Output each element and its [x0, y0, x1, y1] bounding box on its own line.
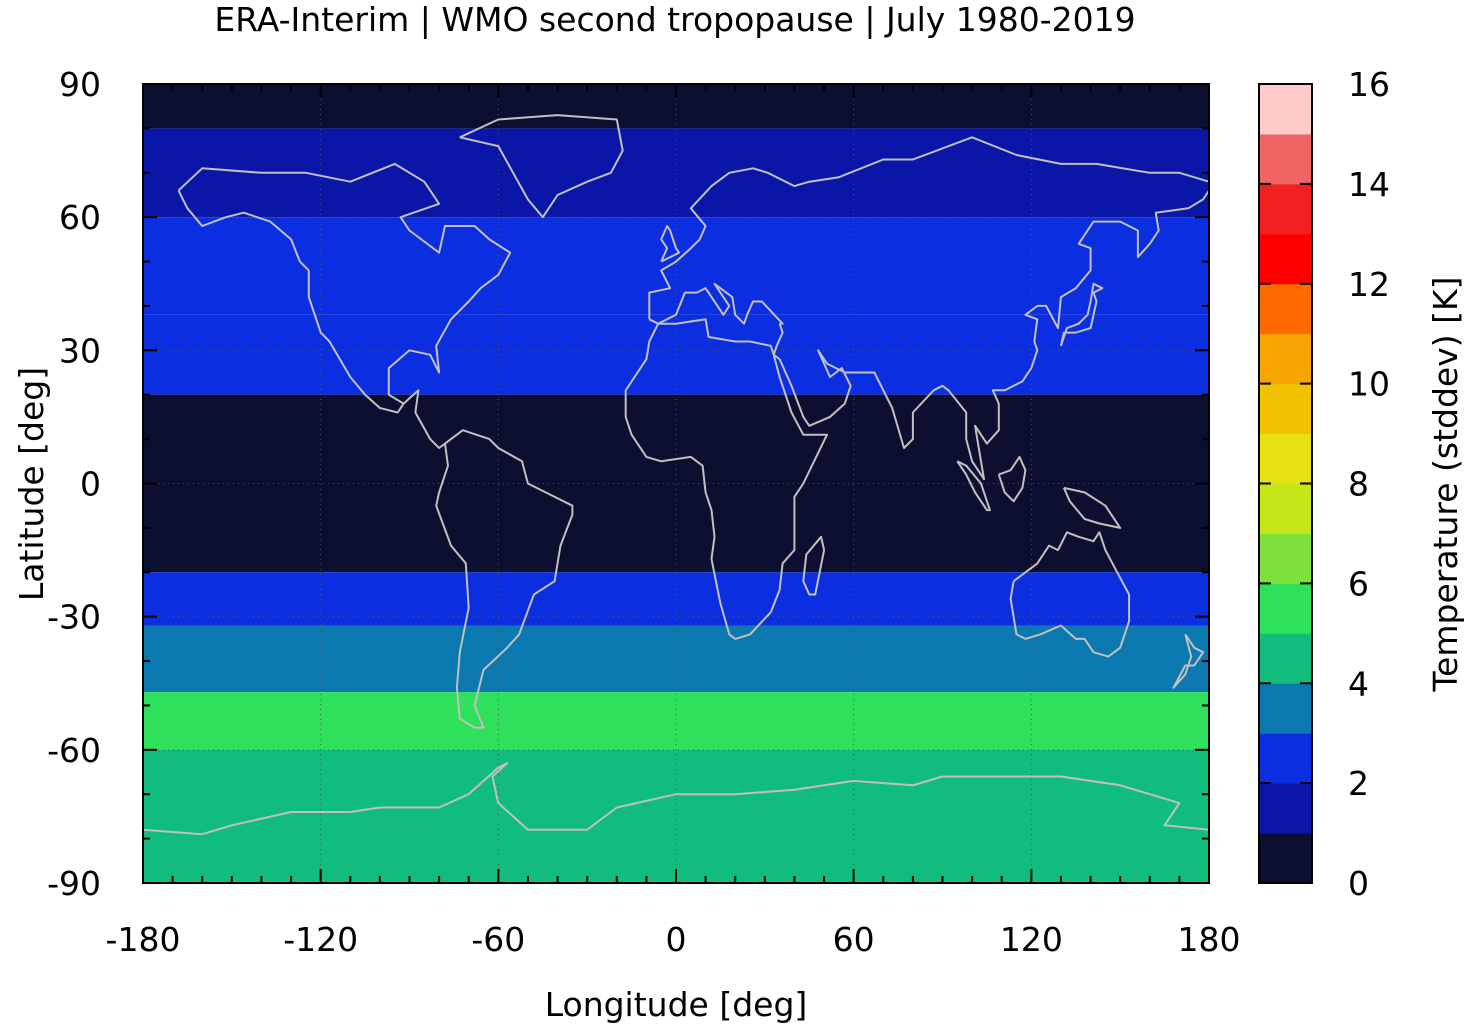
y-tick-label: 0 — [80, 465, 101, 504]
colorbar-tick-label: 4 — [1348, 664, 1369, 703]
coastline-10 — [1059, 282, 1104, 347]
y-tick-label: -90 — [47, 864, 101, 903]
colorbar-swatch — [1259, 233, 1312, 285]
x-tick-label: 120 — [1000, 920, 1063, 959]
y-tick-label: 90 — [59, 65, 101, 104]
coastline-5 — [624, 318, 828, 640]
colorbar-tick-label: 2 — [1348, 764, 1369, 803]
coastline-4 — [459, 114, 624, 219]
colorbar: 0 2 4 6 8 10 12 14 16 — [1258, 65, 1390, 903]
colorbar-tick-label: 6 — [1348, 564, 1369, 603]
coastline-17 — [142, 762, 1210, 836]
y-tick-label: 60 — [59, 198, 101, 237]
x-tick-label: 0 — [666, 920, 687, 959]
colorbar-label: Temperature (stddev) [K] — [1426, 276, 1465, 692]
colorbar-swatch — [1259, 333, 1312, 385]
colorbar-swatch — [1259, 683, 1312, 734]
heatmap-band-5 — [143, 572, 1209, 626]
colorbar-tick-label: 14 — [1348, 165, 1390, 204]
heatmap-band-7 — [143, 692, 1209, 750]
colorbar-tick-label: 8 — [1348, 465, 1369, 504]
colorbar-swatch — [1259, 783, 1312, 834]
coastline-13 — [997, 455, 1027, 503]
x-tick-label: 180 — [1178, 920, 1241, 959]
y-axis-tick-labels: 90 60 30 0 -30 -60 -90 — [47, 65, 101, 903]
colorbar-swatch — [1259, 433, 1312, 484]
colorbar-swatch — [1259, 633, 1312, 684]
coastline-1 — [435, 429, 574, 729]
coastline-7 — [772, 189, 1210, 481]
heatmap-band-6 — [143, 625, 1209, 693]
coastline-12 — [956, 460, 991, 512]
heatmap-band-1 — [143, 128, 1209, 218]
colorbar-tick-label: 12 — [1348, 265, 1390, 304]
x-tick-label: -60 — [471, 920, 525, 959]
coastline-16 — [1172, 633, 1205, 689]
axis-ticks — [142, 83, 1210, 884]
coastline-9 — [660, 225, 680, 263]
colorbar-swatch — [1259, 383, 1312, 435]
colorbar-tick-label: 0 — [1348, 864, 1369, 903]
map-heatmap — [143, 84, 1209, 883]
coastline-15 — [802, 535, 826, 596]
colorbar-tick-label: 10 — [1348, 365, 1390, 404]
coastline-6 — [648, 136, 1210, 320]
coastline-14 — [1062, 486, 1122, 529]
grid-lines — [143, 84, 1209, 883]
y-tick-label: -60 — [47, 731, 101, 770]
coastline-11 — [1009, 531, 1131, 658]
heatmap-band-8 — [143, 749, 1209, 883]
y-tick-label: -30 — [47, 598, 101, 637]
x-tick-label: -180 — [106, 920, 181, 959]
colorbar-swatch — [1259, 133, 1312, 185]
colorbar-tick-label: 16 — [1348, 65, 1390, 104]
colorbar-swatch — [1259, 833, 1312, 884]
y-axis-label: Latitude [deg] — [12, 367, 51, 601]
y-tick-label: 30 — [59, 331, 101, 370]
colorbar-swatch — [1259, 483, 1312, 534]
x-tick-label: 60 — [833, 920, 875, 959]
coastline-2 — [307, 270, 405, 414]
chart-title: ERA-Interim | WMO second tropopause | Ju… — [214, 0, 1135, 39]
x-tick-label: -120 — [283, 920, 358, 959]
x-axis-label: Longitude [deg] — [545, 985, 808, 1024]
colorbar-swatch — [1259, 533, 1312, 584]
plot-frame — [142, 83, 1210, 884]
coastlines — [142, 114, 1210, 836]
colorbar-swatch — [1259, 283, 1312, 335]
colorbar-swatch — [1259, 733, 1312, 784]
heatmap-band-2 — [143, 217, 1209, 315]
coastline-8 — [648, 282, 784, 325]
colorbar-swatch — [1259, 583, 1312, 634]
x-axis-tick-labels: -180 -120 -60 0 60 120 180 — [106, 920, 1241, 959]
colorbar-swatch — [1259, 84, 1312, 135]
colorbar-swatch — [1259, 183, 1312, 235]
coastline-3 — [177, 190, 310, 272]
